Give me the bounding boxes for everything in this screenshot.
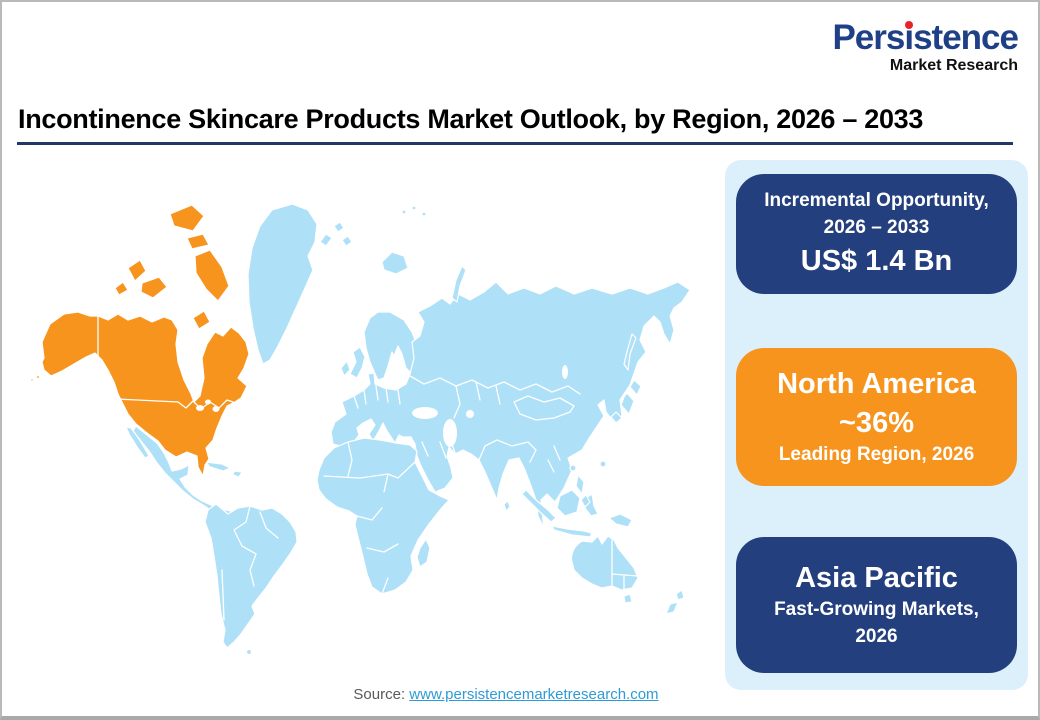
region-hispaniola <box>232 470 243 478</box>
region-tasmania <box>623 593 633 604</box>
region-svalbard <box>319 233 333 247</box>
lake-baikal <box>562 365 568 379</box>
region-australia <box>570 535 639 591</box>
card-caption: Leading Region, 2026 <box>778 443 975 465</box>
region-taiwan <box>599 460 607 468</box>
brand-logo-wordmark: Persistence <box>832 18 1019 57</box>
region-na-island-devon <box>186 233 210 250</box>
card-heading-line2: 2026 – 2033 <box>823 216 930 238</box>
card-incremental-opportunity: Incremental Opportunity, 2026 – 2033 US$… <box>736 174 1017 294</box>
card-north-america: North America ~36% Leading Region, 2026 <box>736 348 1017 486</box>
region-na-island-baffin <box>194 249 230 302</box>
region-na-island-ellesmere <box>169 204 205 232</box>
region-new-guinea <box>608 513 633 528</box>
region-arctic-isle-2 <box>411 205 417 211</box>
inland-seas <box>196 365 568 447</box>
card-heading-line1: Incremental Opportunity, <box>764 190 989 212</box>
region-na-island-banks <box>127 259 147 282</box>
region-hainan <box>569 464 577 472</box>
card-caption-line1: Fast-Growing Markets, <box>774 599 979 621</box>
region-madagascar <box>416 538 431 568</box>
region-arctic-isle-3 <box>421 211 427 217</box>
region-japan-kyushu <box>610 411 623 424</box>
region-new-zealand-south <box>665 601 679 615</box>
region-sri-lanka <box>503 500 511 512</box>
world-map <box>30 203 691 656</box>
caspian-sea <box>443 419 457 447</box>
region-na-mainland <box>41 311 250 477</box>
region-na-island-southampton <box>192 310 211 330</box>
region-sakhalin <box>623 333 637 371</box>
country-borders <box>97 315 639 621</box>
aral-sea <box>466 410 474 418</box>
region-na-aleutian-2 <box>30 378 34 382</box>
region-na-island-west <box>114 281 129 296</box>
region-falkland-islands <box>245 648 253 656</box>
brand-logo-tagline: Market Research <box>889 57 1018 74</box>
region-na-aleutian-1 <box>35 374 41 380</box>
card-value: US$ 1.4 Bn <box>800 244 953 277</box>
region-sumatra <box>521 489 557 523</box>
region-cuba <box>205 461 231 472</box>
region-japan-hokkaido <box>629 379 642 396</box>
region-iceland <box>381 251 409 275</box>
logo-letter-i-red-dot: i <box>904 18 914 57</box>
card-caption-line2: 2026 <box>855 626 898 648</box>
card-region-title: North America <box>777 368 976 401</box>
region-java <box>551 525 593 538</box>
source-link[interactable]: www.persistencemarketresearch.com <box>409 686 659 703</box>
region-scandinavia <box>363 311 419 381</box>
region-philippines-south <box>580 494 591 508</box>
region-japan-honshu <box>620 392 635 415</box>
region-baja-california <box>125 426 150 459</box>
region-arctic-isle-1 <box>401 209 407 215</box>
title-divider <box>17 142 1013 145</box>
region-united-kingdom <box>349 346 366 379</box>
source-line: Source: www.persistencemarketresearch.co… <box>0 686 1012 703</box>
region-na-island-victoria <box>140 276 168 299</box>
region-eurasia <box>330 281 691 529</box>
region-philippines <box>575 474 585 495</box>
logo-text-prefix: Pers <box>832 18 905 57</box>
stats-panel: Incremental Opportunity, 2026 – 2033 US$… <box>725 160 1028 690</box>
map-base-regions <box>125 203 691 656</box>
region-new-zealand-north <box>675 589 685 601</box>
logo-text-suffix: stence <box>913 18 1019 57</box>
region-ireland <box>340 360 351 377</box>
region-svalbard-3 <box>341 235 353 247</box>
card-asia-pacific: Asia Pacific Fast-Growing Markets, 2026 <box>736 537 1017 673</box>
region-borneo <box>556 489 581 517</box>
region-novaya-zemlya <box>451 265 467 303</box>
great-lake-2 <box>205 399 211 405</box>
card-share-value: ~36% <box>839 406 914 439</box>
region-north-america <box>30 204 250 477</box>
page-title: Incontinence Skincare Products Market Ou… <box>18 104 924 134</box>
brand-logo: Persistence Market Research <box>832 18 1019 74</box>
region-svalbard-2 <box>333 221 345 233</box>
region-greenland <box>247 203 318 365</box>
card-region-title: Asia Pacific <box>795 562 958 595</box>
source-label: Source: <box>353 686 406 703</box>
world-map-container <box>20 150 720 690</box>
black-sea <box>412 407 438 419</box>
